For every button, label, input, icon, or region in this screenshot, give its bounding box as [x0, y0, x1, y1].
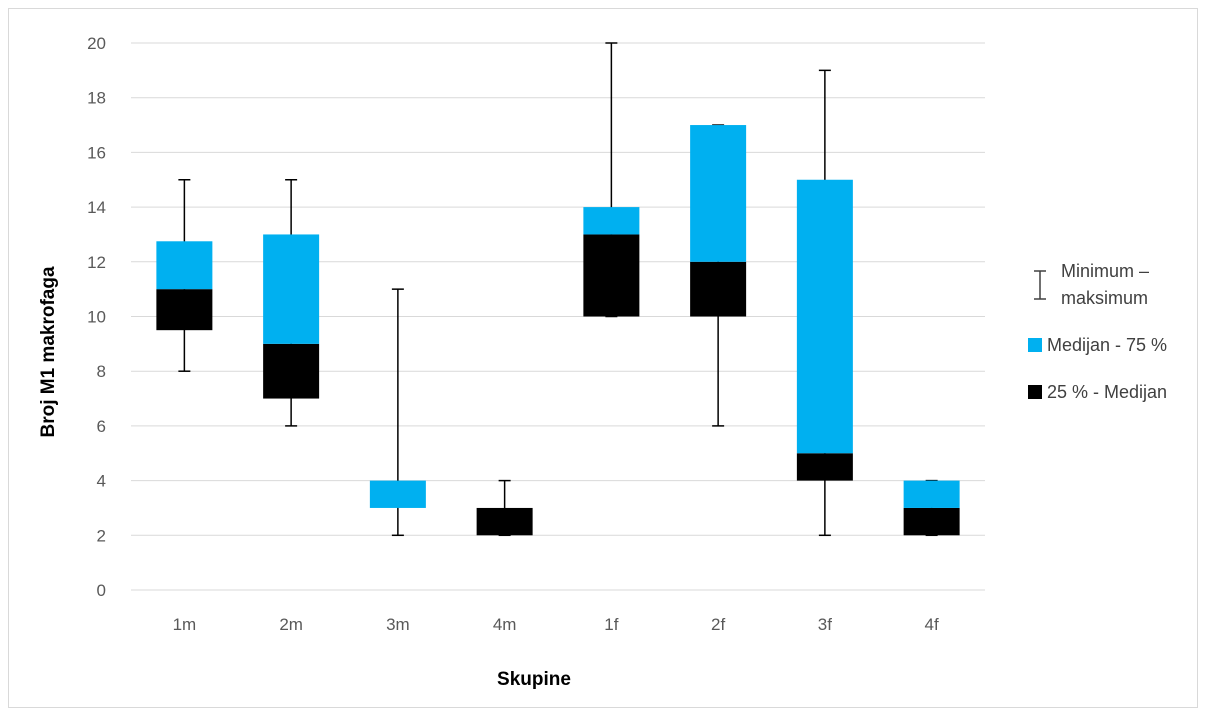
y-tick-label: 8: [97, 362, 106, 381]
y-tick-label: 6: [97, 417, 106, 436]
legend-item-upper-box: Medijan - 75 %: [1028, 335, 1167, 355]
x-tick-label: 4f: [925, 615, 939, 634]
box-lower: [263, 343, 320, 399]
box-group-4f: [903, 479, 960, 537]
box-lower: [583, 234, 640, 317]
box-group-1m: [156, 179, 213, 372]
gridlines: [131, 42, 985, 591]
legend-label-whisker-line2: maksimum: [1061, 288, 1148, 308]
x-tick-label: 4m: [493, 615, 517, 634]
y-tick-label: 0: [97, 581, 106, 600]
y-tick-label: 14: [87, 198, 106, 217]
box-upper: [369, 480, 426, 508]
boxes: [156, 42, 960, 537]
box-group-2f: [690, 124, 747, 427]
box-group-1f: [583, 42, 640, 318]
box-upper: [903, 480, 960, 508]
box-group-4m: [476, 479, 533, 537]
box-upper: [583, 207, 640, 235]
x-tick-label: 2m: [279, 615, 303, 634]
x-tick-label: 2f: [711, 615, 725, 634]
box-lower: [796, 453, 853, 481]
box-upper: [263, 234, 320, 344]
legend-label-upper-box: Medijan - 75 %: [1047, 335, 1167, 355]
legend-item-whisker: Minimum – maksimum: [1034, 261, 1149, 308]
box-upper: [690, 125, 747, 262]
x-tick-label: 1f: [604, 615, 618, 634]
x-tick-label: 3f: [818, 615, 832, 634]
y-tick-label: 4: [97, 472, 106, 491]
x-tick-label: 1m: [173, 615, 197, 634]
y-axis-ticks: 0 2 4 6 8 10 12 14 16 18 20: [87, 34, 106, 600]
y-tick-label: 18: [87, 89, 106, 108]
y-axis-title: Broj M1 makrofaga: [38, 266, 59, 437]
x-tick-label: 3m: [386, 615, 410, 634]
box-group-3f: [796, 69, 853, 537]
box-lower: [156, 289, 213, 331]
box-upper: [156, 241, 213, 290]
chart-frame: [8, 8, 1198, 708]
y-tick-label: 16: [87, 143, 106, 162]
box-lower: [903, 507, 960, 536]
legend-item-lower-box: 25 % - Medijan: [1028, 382, 1167, 402]
y-tick-label: 12: [87, 253, 106, 272]
legend-swatch-upper-box: [1028, 338, 1042, 352]
y-tick-label: 20: [87, 34, 106, 53]
legend-label-whisker-line1: Minimum –: [1061, 261, 1149, 281]
legend: Minimum – maksimum Medijan - 75 % 25 % -…: [1028, 261, 1167, 402]
box-upper: [796, 179, 853, 454]
box-lower: [690, 261, 747, 317]
y-tick-label: 2: [97, 526, 106, 545]
box-lower: [476, 507, 533, 536]
y-tick-label: 10: [87, 308, 106, 327]
x-axis-ticks: 1m 2m 3m 4m 1f 2f 3f 4f: [173, 615, 939, 634]
x-axis-title: Skupine: [497, 669, 571, 690]
box-group-2m: [263, 179, 320, 427]
legend-swatch-lower-box: [1028, 385, 1042, 399]
box-group-3m: [369, 288, 426, 537]
legend-label-lower-box: 25 % - Medijan: [1047, 382, 1167, 402]
